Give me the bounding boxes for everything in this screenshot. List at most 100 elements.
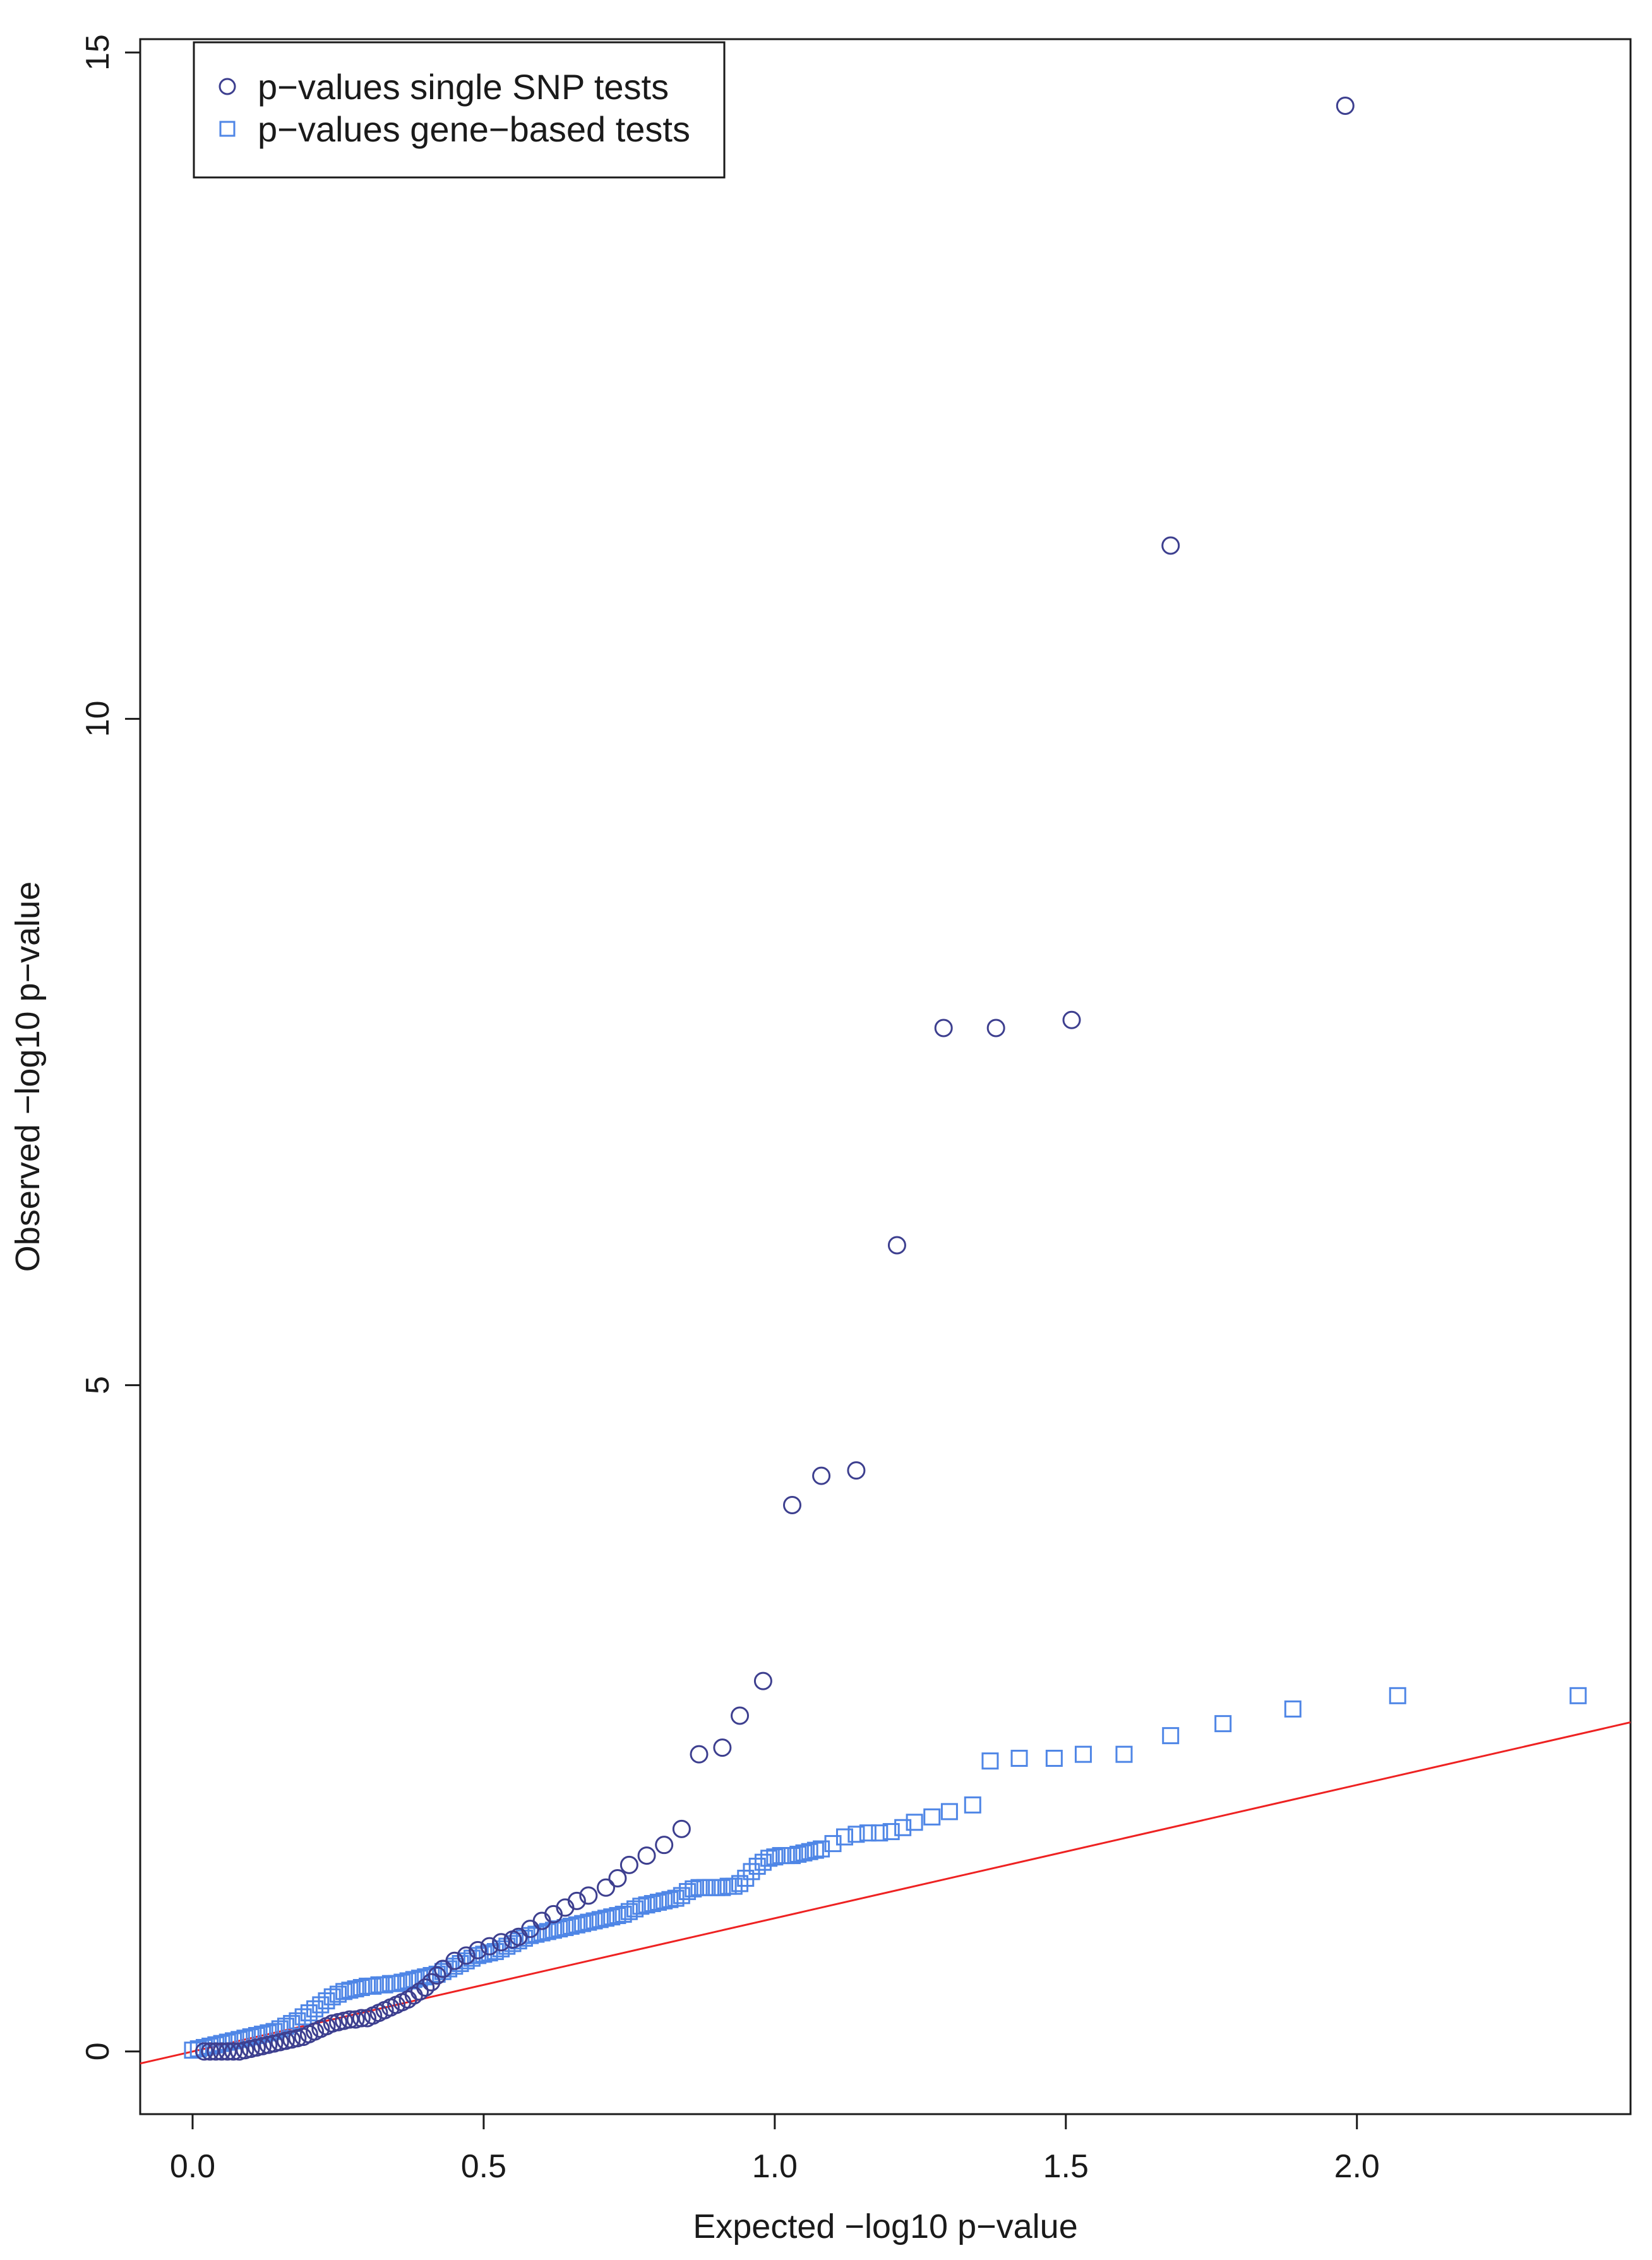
x-tick-label: 0.0 xyxy=(170,2148,215,2185)
gene-point xyxy=(329,1985,347,2003)
gene-point xyxy=(556,1919,574,1937)
series-snp-tests xyxy=(195,97,1355,2061)
gene-point xyxy=(533,1924,551,1942)
snp-point xyxy=(847,1461,866,1480)
gene-point xyxy=(539,1923,556,1940)
gene-point xyxy=(655,1892,673,1910)
snp-point xyxy=(195,2042,213,2061)
snp-point xyxy=(934,1019,953,1037)
gene-point xyxy=(1284,1700,1302,1718)
gene-point xyxy=(882,1823,900,1841)
gene-point xyxy=(399,1972,417,1990)
y-tick-label: 10 xyxy=(80,700,116,737)
snp-point xyxy=(422,1973,441,1992)
snp-point xyxy=(224,2042,242,2061)
gene-point xyxy=(795,1844,813,1862)
gene-point xyxy=(1045,1750,1063,1767)
gene-point xyxy=(679,1883,697,1901)
gene-point xyxy=(923,1808,941,1826)
snp-point xyxy=(637,1846,656,1865)
gene-point xyxy=(940,1803,958,1821)
legend-marker-square xyxy=(219,121,236,137)
x-axis: 0.0 0.5 1.0 1.5 2.0 xyxy=(170,2114,1380,2185)
snp-point xyxy=(352,2009,371,2028)
gene-point xyxy=(964,1796,981,1814)
gene-point xyxy=(562,1917,580,1935)
gene-point xyxy=(766,1848,784,1866)
snp-point xyxy=(597,1878,615,1897)
gene-point xyxy=(835,1828,853,1846)
snp-point xyxy=(812,1466,831,1485)
snp-point xyxy=(1062,1010,1081,1029)
gene-point xyxy=(341,1982,359,1999)
snp-point xyxy=(672,1819,691,1838)
gene-point xyxy=(714,1879,731,1896)
gene-point xyxy=(568,1916,585,1934)
snp-point xyxy=(445,1951,464,1970)
y-axis-label: Observed −log10 p−value xyxy=(9,882,47,1272)
snp-point xyxy=(655,1836,674,1855)
gene-point xyxy=(1162,1727,1180,1745)
snp-point xyxy=(340,2010,359,2029)
gene-point xyxy=(894,1819,912,1836)
x-tick-label: 1.0 xyxy=(752,2148,798,2185)
gene-point xyxy=(731,1875,749,1892)
gene-point xyxy=(347,1980,364,1998)
series-gene-tests xyxy=(184,1687,1587,2059)
gene-point xyxy=(574,1915,592,1932)
gene-point xyxy=(603,1908,621,1926)
gene-point xyxy=(352,1979,370,1997)
gene-point xyxy=(323,1988,341,2006)
gene-point xyxy=(789,1845,807,1863)
snp-point xyxy=(731,1706,750,1725)
snp-point xyxy=(492,1933,511,1952)
gene-point xyxy=(806,1841,824,1859)
gene-point xyxy=(1115,1745,1133,1763)
gene-point xyxy=(1074,1745,1092,1763)
gene-point xyxy=(609,1907,626,1925)
snp-point xyxy=(753,1671,772,1690)
y-tick-label: 0 xyxy=(80,2042,116,2060)
gene-point xyxy=(411,1970,428,1987)
gene-point xyxy=(225,2032,242,2050)
gene-point xyxy=(981,1752,999,1770)
snp-point xyxy=(690,1745,709,1764)
snp-point xyxy=(567,1891,586,1910)
snp-point xyxy=(206,2042,225,2061)
gene-point xyxy=(551,1920,568,1938)
legend-marker-circle xyxy=(218,78,236,95)
gene-point xyxy=(1569,1687,1587,1704)
snp-point xyxy=(218,2042,237,2061)
gene-point xyxy=(649,1893,667,1911)
y-tick-label: 5 xyxy=(80,1376,116,1394)
snp-point xyxy=(410,1982,429,2001)
gene-point xyxy=(620,1903,638,1920)
gene-point xyxy=(335,1983,353,2000)
gene-point xyxy=(393,1973,411,1991)
gene-point xyxy=(585,1912,603,1930)
gene-point xyxy=(661,1891,679,1908)
data-points xyxy=(184,97,1587,2061)
gene-point xyxy=(446,1958,464,1975)
plot-area-frame xyxy=(139,38,1632,2115)
gene-point xyxy=(871,1824,889,1842)
snp-point xyxy=(416,1978,435,1997)
gene-point xyxy=(481,1944,498,1962)
gene-point xyxy=(493,1940,510,1958)
gene-point xyxy=(469,1947,487,1964)
gene-point xyxy=(184,2042,201,2059)
gene-point xyxy=(626,1900,644,1918)
gene-point xyxy=(1214,1715,1232,1733)
gene-point xyxy=(906,1814,923,1831)
snp-point xyxy=(713,1738,732,1757)
gene-point xyxy=(685,1880,702,1898)
gene-point xyxy=(859,1824,877,1842)
gene-point xyxy=(743,1863,760,1880)
gene-point xyxy=(364,1977,382,1995)
gene-point xyxy=(218,2033,236,2051)
gene-point xyxy=(643,1895,661,1913)
gene-point xyxy=(591,1911,609,1928)
snp-point xyxy=(608,1868,627,1887)
